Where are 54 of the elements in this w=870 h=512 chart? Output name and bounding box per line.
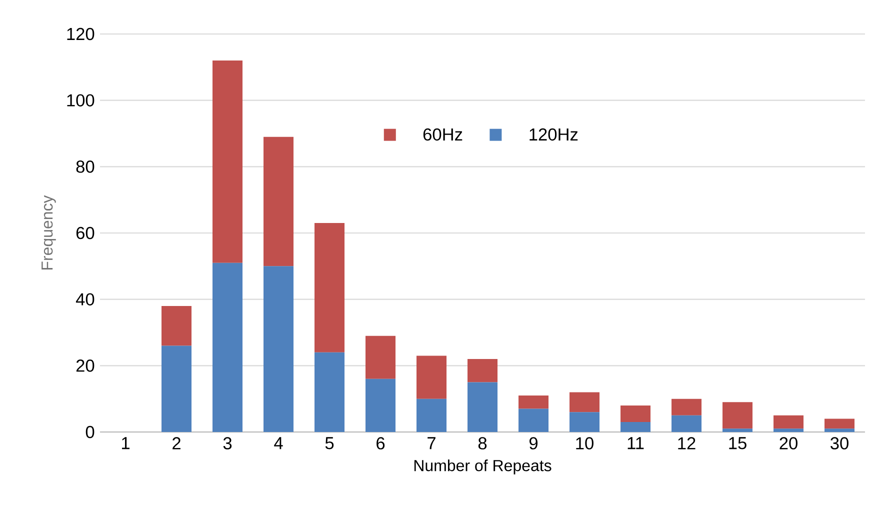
- bar: [824, 428, 855, 432]
- bar: [774, 428, 804, 432]
- bar: [518, 396, 549, 409]
- y-tick-label: 100: [67, 94, 94, 106]
- bar: [314, 223, 345, 352]
- bar: [212, 262, 243, 432]
- y-tick-label: 120: [67, 28, 94, 40]
- x-tick-label: 10: [576, 437, 594, 450]
- bar: [264, 136, 294, 266]
- bar: [722, 402, 753, 429]
- x-tick-label: 12: [678, 437, 696, 450]
- bar: [620, 405, 651, 422]
- bar: [212, 60, 243, 263]
- bar: [162, 346, 192, 432]
- x-tick-label: 6: [376, 437, 385, 450]
- bar: [264, 266, 294, 432]
- x-tick-label: 4: [274, 437, 283, 450]
- bar: [416, 398, 447, 432]
- legend-label: 120Hz: [530, 128, 578, 141]
- x-tick-label: 11: [628, 437, 644, 450]
- x-tick-label: 9: [530, 437, 538, 450]
- bar: [518, 408, 549, 432]
- y-tick-label: 40: [76, 293, 94, 306]
- y-tick-label: 0: [86, 426, 94, 438]
- bar: [824, 418, 855, 429]
- x-tick-label: 20: [780, 437, 798, 450]
- x-tick-label: 15: [729, 437, 746, 450]
- x-tick-label: 3: [223, 437, 232, 450]
- x-tick-label: 1: [122, 437, 130, 450]
- x-axis-title: Number of Repeats: [414, 459, 552, 474]
- bar: [620, 422, 651, 432]
- bar: [468, 382, 498, 432]
- y-axis-title: Frequency: [42, 195, 56, 270]
- x-tick-label: 8: [478, 437, 487, 450]
- bar: [570, 412, 600, 432]
- bar: [314, 352, 345, 432]
- x-tick-label: 7: [428, 437, 436, 450]
- bar: [416, 356, 447, 399]
- bar: [672, 398, 702, 416]
- bar: [672, 415, 702, 432]
- bar: [366, 336, 396, 379]
- legend-label: 60Hz: [423, 128, 462, 141]
- bar: [722, 428, 753, 432]
- bar: [468, 359, 498, 382]
- y-tick-label: 80: [76, 160, 94, 173]
- bar: [162, 306, 192, 346]
- x-tick-label: 5: [325, 437, 334, 450]
- bar: [570, 392, 600, 412]
- y-tick-label: 20: [76, 360, 94, 372]
- x-tick-label: 30: [830, 437, 848, 450]
- bar: [366, 378, 396, 432]
- bar: [774, 415, 804, 429]
- y-tick-label: 60: [76, 226, 94, 240]
- x-tick-label: 2: [172, 437, 180, 450]
